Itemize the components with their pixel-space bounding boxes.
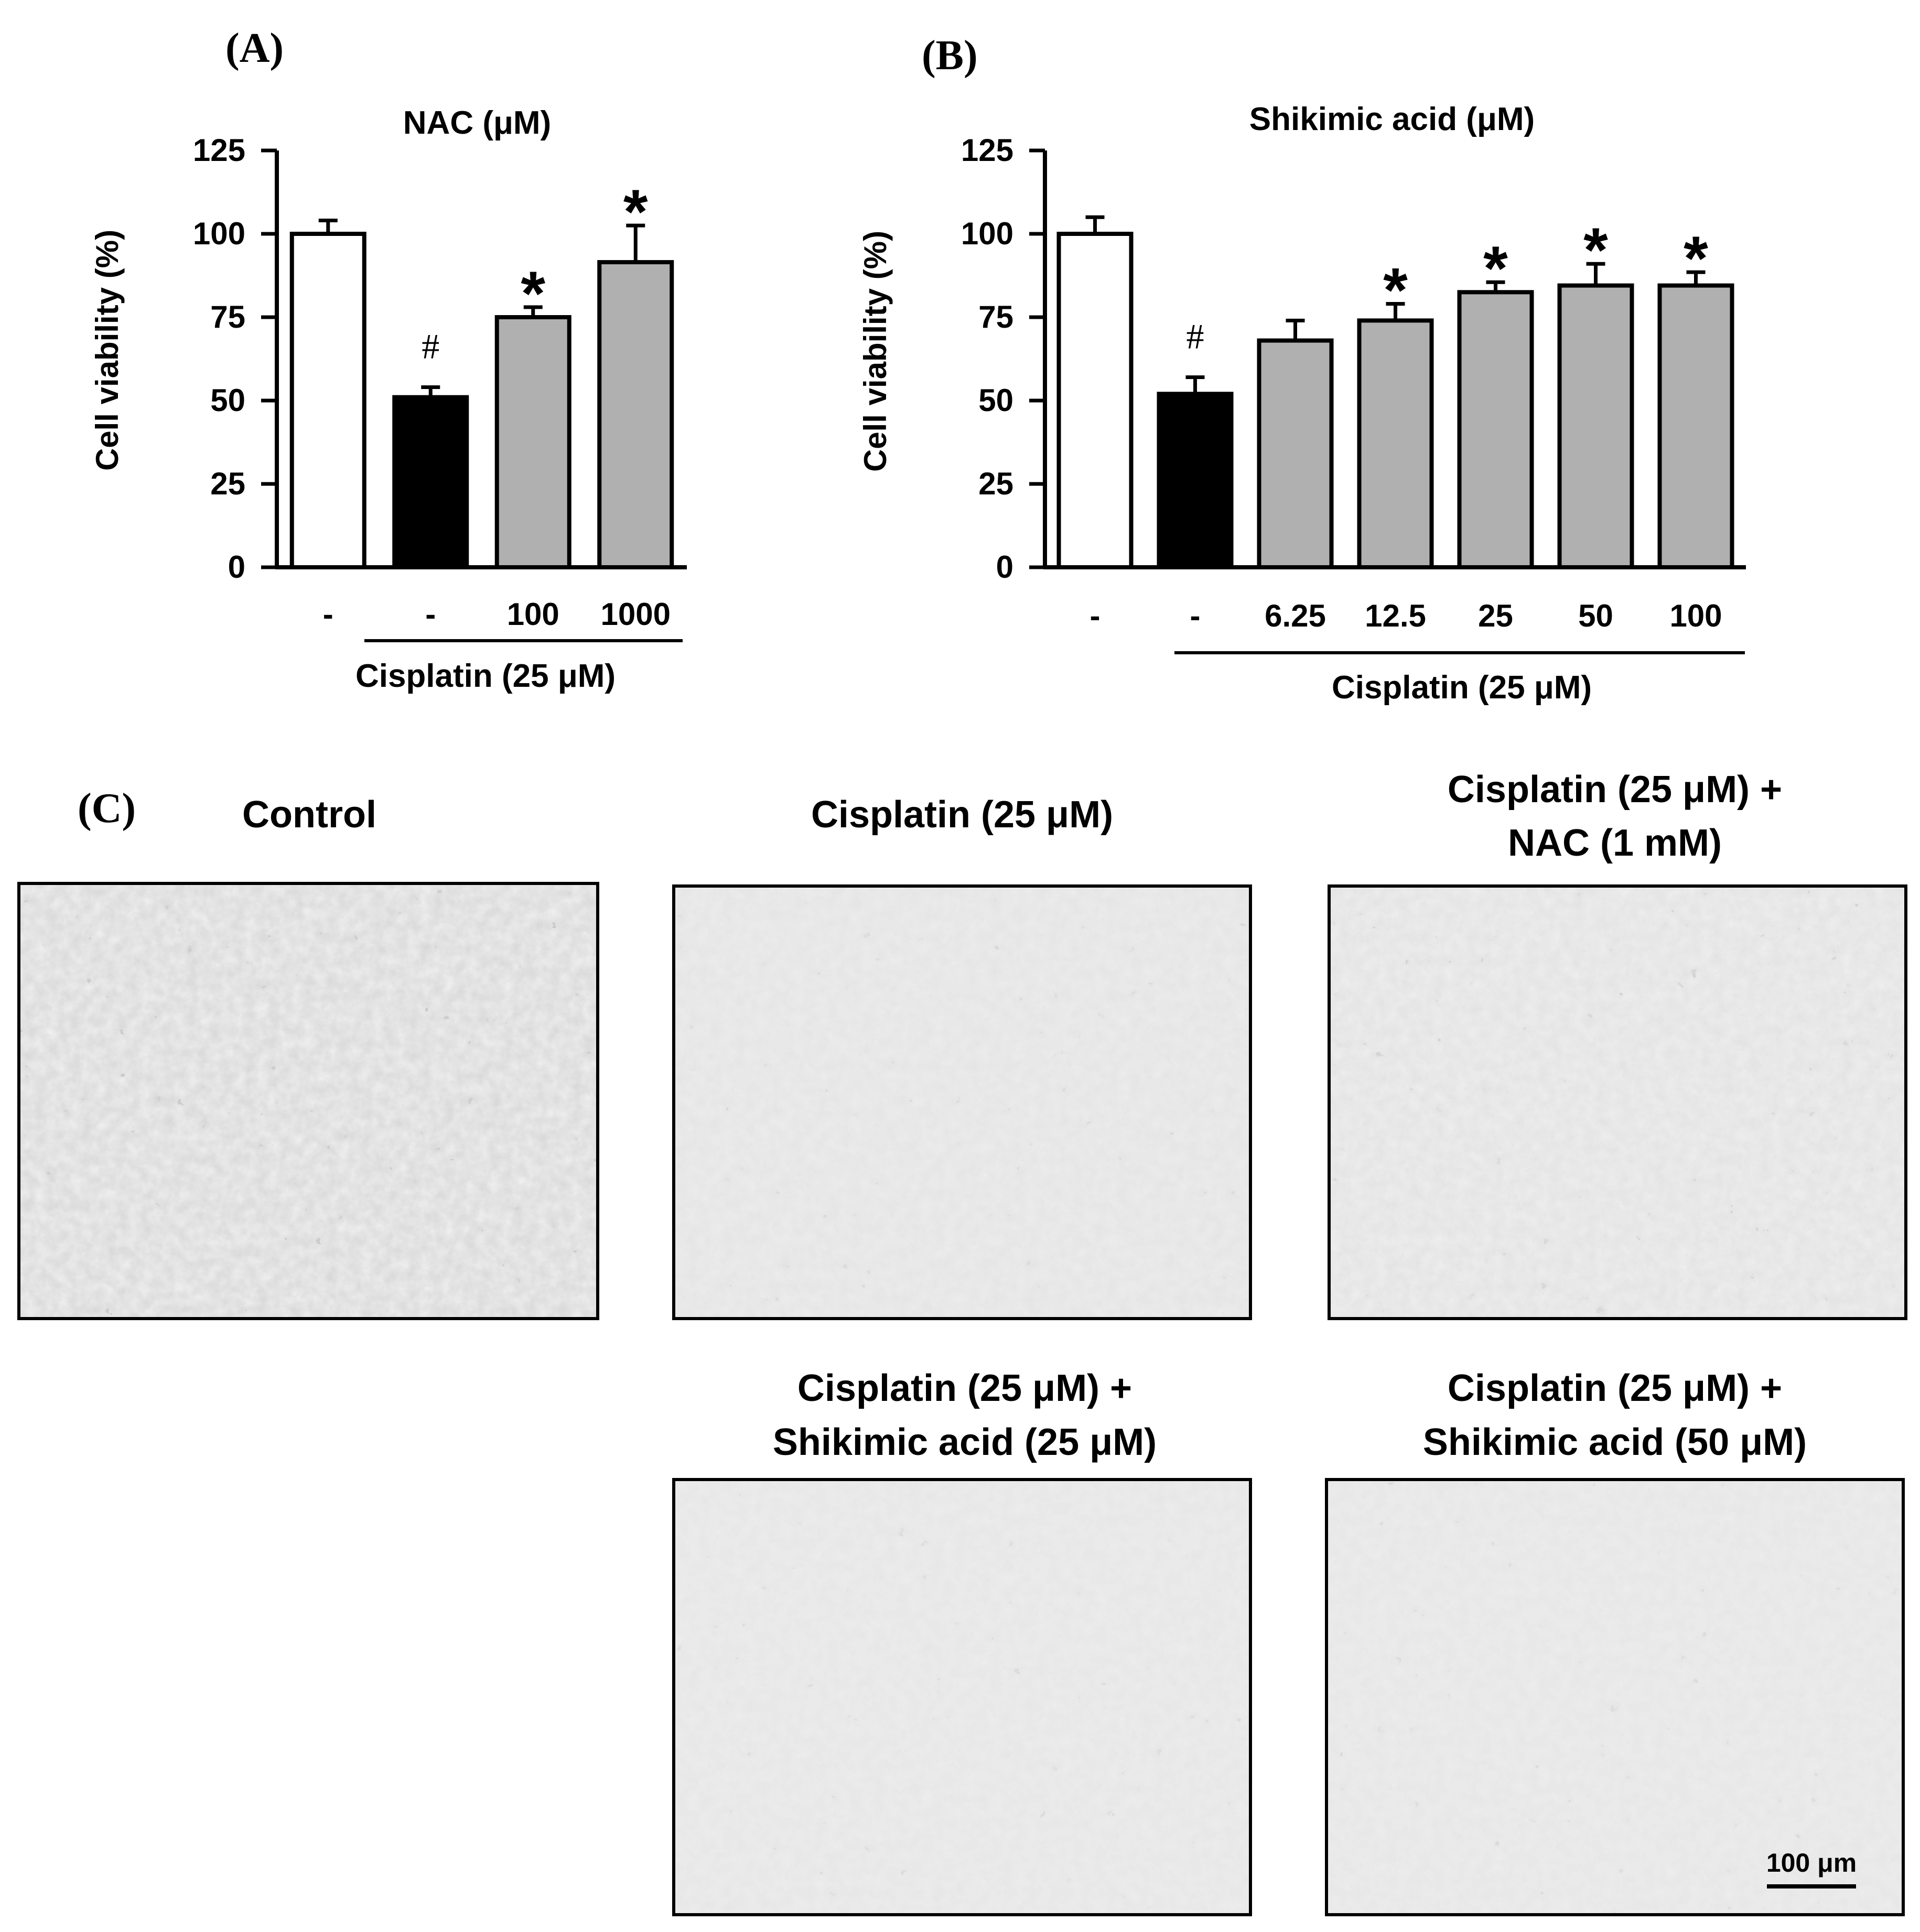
micrograph-image (1326, 1480, 1903, 1915)
chart-b: Shikimic acid (μM) Cell viability (%) 0 2… (858, 101, 1746, 706)
micrograph-title-line2: Shikimic acid (50 μM) (1423, 1421, 1807, 1463)
bar (289, 232, 366, 569)
y-tick-label: 50 (978, 383, 1013, 418)
chart-a-marks: 0 25 50 75 100 125 - - #100 * 1000 * (193, 133, 687, 632)
micrograph-cisplatin-nac: Cisplatin (25 μM) + NAC (1 mM) (1328, 769, 1907, 1320)
y-tick-label: 25 (210, 466, 245, 501)
micrograph-control: Control (17, 794, 599, 1320)
panel-label-c: (C) (78, 785, 136, 832)
x-tick-label: - (323, 597, 333, 632)
micrograph-cisplatin: Cisplatin (25 μM) (672, 794, 1252, 1320)
bar (1257, 338, 1334, 570)
bar (494, 315, 571, 569)
micrograph-cisplatin-shikimic-25: Cisplatin (25 μM) + Shikimic acid (25 μM… (672, 1367, 1252, 1916)
bar (1157, 392, 1234, 570)
significance-hash: # (422, 327, 439, 366)
bar (1357, 318, 1434, 569)
micrograph-frame (1325, 1478, 1905, 1916)
micrograph-image (19, 883, 598, 1319)
y-tick-label: 100 (961, 216, 1013, 251)
scale-bar-label: 100 μm (1766, 1848, 1857, 1877)
micrograph-image (674, 1480, 1250, 1915)
chart-a-ylabel: Cell viability (%) (90, 230, 125, 471)
significance-star: * (623, 177, 648, 247)
y-tick-label: 25 (978, 466, 1013, 501)
bar (1457, 290, 1534, 569)
x-tick-label: 1000 (601, 597, 671, 632)
x-tick-label: - (1090, 598, 1101, 633)
micrograph-title-line1: Cisplatin (25 μM) + (1448, 769, 1782, 811)
y-tick-label: 0 (228, 549, 245, 585)
chart-a: NAC (μM) Cell viability (%) 0 25 50 75 100 12… (90, 105, 687, 694)
bar (1657, 283, 1734, 569)
significance-star: * (1583, 215, 1608, 285)
chart-b-group-label: Cisplatin (25 μM) (1332, 670, 1592, 706)
significance-star: * (1383, 255, 1408, 326)
micrograph-title-line1: Cisplatin (25 μM) + (797, 1367, 1132, 1409)
x-tick-label: - (425, 597, 436, 632)
x-tick-label: 6.25 (1265, 598, 1326, 633)
micrograph-title-line2: Shikimic acid (25 μM) (773, 1421, 1157, 1463)
chart-a-title: NAC (μM) (403, 105, 551, 141)
bar (597, 260, 674, 569)
bar (392, 395, 469, 569)
significance-star: * (1684, 223, 1708, 294)
micrograph-cisplatin-shikimic-50: Cisplatin (25 μM) + Shikimic acid (50 μM… (1325, 1367, 1905, 1916)
y-tick-label: 0 (996, 549, 1013, 585)
chart-b-marks: 0 25 50 75 100 125 - - #6.25 12.5 * 25 * 50 * 100 * (961, 133, 1746, 633)
micrograph-title: Control (242, 794, 376, 836)
x-tick-label: 12.5 (1365, 598, 1426, 633)
micrograph-title-line2: NAC (1 mM) (1508, 822, 1722, 864)
micrograph-frame (672, 884, 1252, 1320)
y-tick-label: 125 (193, 133, 245, 168)
panel-label-a: (A) (225, 25, 284, 71)
x-tick-label: - (1190, 598, 1201, 633)
y-tick-label: 75 (210, 299, 245, 334)
significance-hash: # (1186, 316, 1204, 356)
y-tick-label: 50 (210, 383, 245, 418)
y-tick-label: 100 (193, 216, 245, 251)
micrograph-image (674, 886, 1250, 1319)
chart-b-title: Shikimic acid (μM) (1249, 101, 1535, 137)
micrograph-frame (1328, 884, 1907, 1320)
significance-star: * (521, 258, 545, 329)
micrograph-title-line1: Cisplatin (25 μM) + (1448, 1367, 1782, 1409)
significance-star: * (1483, 233, 1508, 304)
bar (1056, 232, 1134, 569)
x-tick-label: 25 (1478, 598, 1513, 633)
y-tick-label: 125 (961, 133, 1013, 168)
chart-a-group-label: Cisplatin (25 μM) (355, 658, 616, 694)
x-tick-label: 50 (1578, 598, 1613, 633)
x-tick-label: 100 (507, 597, 559, 632)
micrograph-title: Cisplatin (25 μM) (811, 794, 1113, 836)
micrograph-frame (672, 1478, 1252, 1916)
y-tick-label: 75 (978, 299, 1013, 334)
panel-label-b: (B) (922, 33, 978, 79)
micrograph-frame (17, 882, 599, 1320)
x-tick-label: 100 (1669, 598, 1722, 633)
micrograph-image (1329, 886, 1906, 1319)
chart-b-ylabel: Cell viability (%) (858, 231, 893, 472)
bar (1557, 283, 1634, 569)
